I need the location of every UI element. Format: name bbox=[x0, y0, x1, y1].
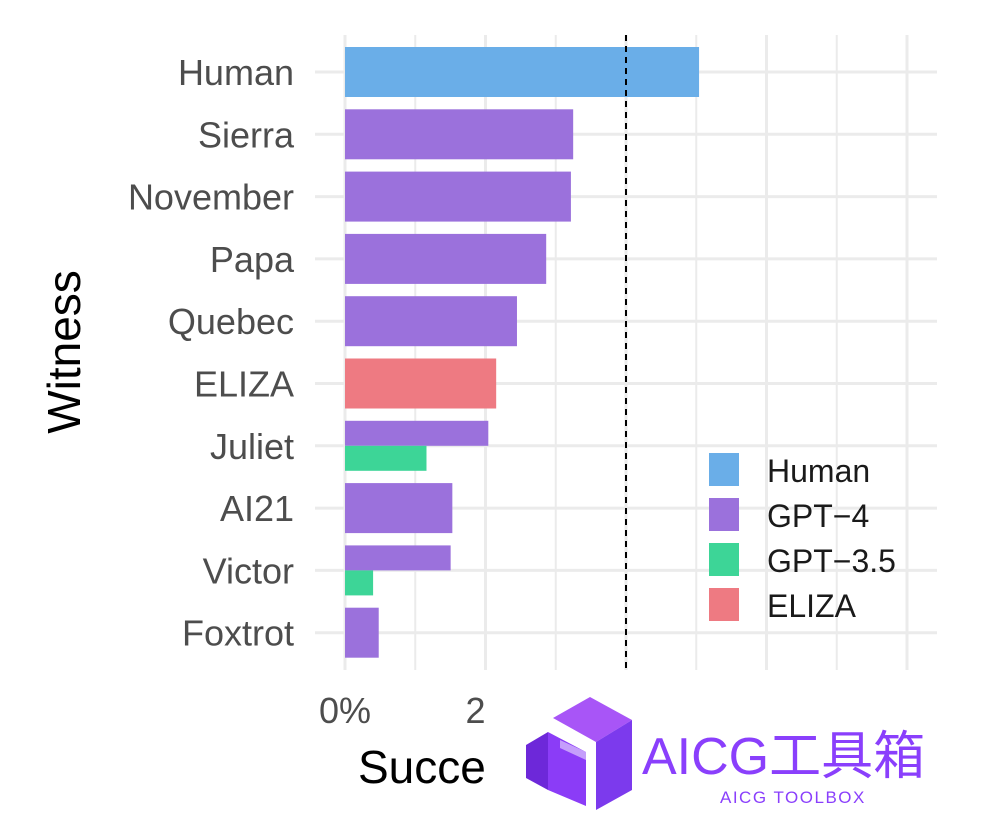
bar-victor-gpt35 bbox=[345, 570, 374, 596]
legend-swatch bbox=[709, 543, 739, 576]
bar-quebec-gpt4 bbox=[345, 296, 517, 347]
bar-human-human bbox=[345, 47, 700, 97]
y-tick-label: ELIZA bbox=[194, 364, 294, 405]
bar-eliza-eliza bbox=[345, 358, 497, 409]
legend-label: Human bbox=[767, 453, 870, 489]
legend: Human GPT−4 GPT−3.5 ELIZA bbox=[709, 453, 896, 624]
watermark-subtitle: AICG TOOLBOX bbox=[720, 788, 866, 807]
y-tick-label: Victor bbox=[203, 550, 294, 591]
y-tick-label: Quebec bbox=[168, 301, 294, 342]
legend-swatch bbox=[709, 588, 739, 621]
aicg-cube-logo bbox=[526, 697, 632, 810]
bar-sierra-gpt4 bbox=[345, 109, 574, 160]
y-tick-label: AI21 bbox=[220, 488, 294, 529]
bars bbox=[345, 47, 700, 658]
legend-label: ELIZA bbox=[767, 588, 857, 624]
bar-ai21-gpt4 bbox=[345, 483, 453, 534]
y-tick-label: November bbox=[128, 177, 294, 218]
bar-papa-gpt4 bbox=[345, 233, 547, 284]
watermark-title: AICG工具箱 bbox=[642, 728, 925, 786]
bar-november-gpt4 bbox=[345, 171, 571, 222]
legend-swatch bbox=[709, 498, 739, 531]
watermark: AICG工具箱 AICG TOOLBOX bbox=[486, 692, 1000, 830]
y-tick-label: Foxtrot bbox=[182, 613, 294, 654]
bar-juliet-gpt35 bbox=[345, 445, 427, 471]
legend-label: GPT−4 bbox=[767, 498, 869, 534]
y-tick-labels: Human Sierra November Papa Quebec ELIZA Juliet… bbox=[128, 52, 295, 654]
y-tick-label: Human bbox=[178, 52, 294, 93]
y-tick-label: Juliet bbox=[210, 426, 294, 467]
y-tick-label: Papa bbox=[210, 239, 295, 280]
legend-swatch bbox=[709, 453, 739, 486]
y-tick-label: Sierra bbox=[198, 114, 295, 155]
legend-label: GPT−3.5 bbox=[767, 543, 896, 579]
x-tick-labels: 0% 25 bbox=[319, 690, 506, 731]
bar-victor-gpt4 bbox=[345, 545, 451, 571]
y-axis-title: Witness bbox=[38, 270, 90, 434]
x-axis-title: Succe bbox=[358, 741, 486, 793]
x-tick-label: 0% bbox=[319, 690, 371, 731]
bar-juliet-gpt4 bbox=[345, 420, 489, 446]
bar-foxtrot-gpt4 bbox=[345, 607, 379, 658]
